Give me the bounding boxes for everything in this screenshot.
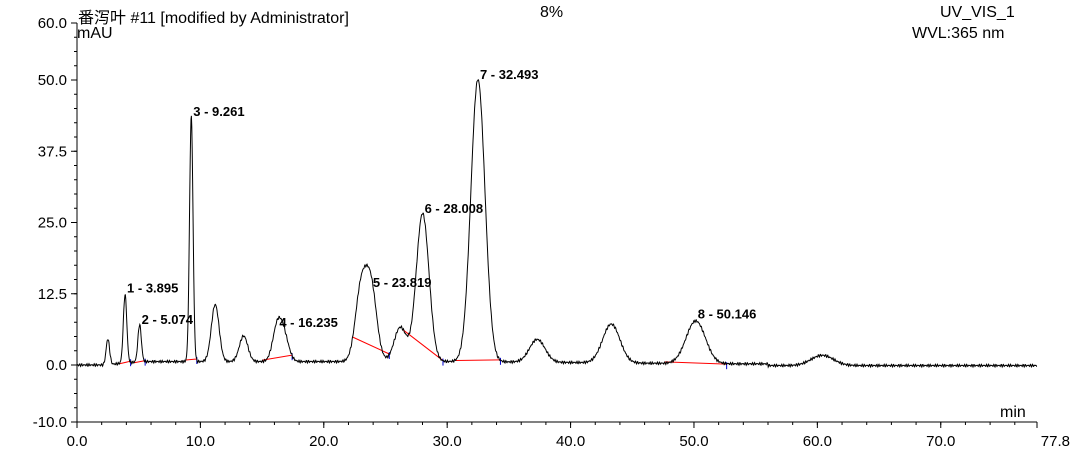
y-tick-label: 12.5 xyxy=(38,286,67,303)
axes: 60.050.037.525.012.50.0-10.00.0 10.0 20.0 3… xyxy=(33,15,1070,450)
x-tick-label: 30.0 xyxy=(433,433,462,450)
peak-labels: 1 - 3.895 2 - 5.074 3 - 9.261 4 - 16.235 5 -… xyxy=(127,67,756,330)
peak-baseline xyxy=(401,328,444,361)
y-tick-label: 25.0 xyxy=(38,215,67,232)
peak-baseline xyxy=(455,359,501,361)
y-tick-label: 50.0 xyxy=(38,72,67,89)
chromatogram-trace xyxy=(76,78,1038,369)
x-tick-label: 10.0 xyxy=(186,433,215,450)
peak-baseline xyxy=(352,336,390,355)
peak-label: 7 - 32.493 xyxy=(480,67,539,82)
y-tick-label: 60.0 xyxy=(38,15,67,32)
peak-baseline xyxy=(185,358,197,361)
peak-label: 1 - 3.895 xyxy=(127,281,178,296)
sample-title: 番泻叶 #11 [modified by Administrator] xyxy=(78,10,349,27)
peak-label: 4 - 16.235 xyxy=(279,315,338,330)
peak-label: 2 - 5.074 xyxy=(142,312,194,327)
x-tick-label: 50.0 xyxy=(679,433,708,450)
x-tick-label: 77.8 xyxy=(1041,433,1070,450)
x-tick-label: 20.0 xyxy=(309,433,338,450)
peak-baseline xyxy=(119,360,131,365)
channel-label: UV_VIS_1 xyxy=(940,4,1015,21)
peak-label: 3 - 9.261 xyxy=(193,104,244,119)
peak-label: 8 - 50.146 xyxy=(698,306,757,321)
wavelength-label: WVL:365 nm xyxy=(912,25,1005,42)
peak-baseline xyxy=(262,354,293,361)
y-axis-unit: mAU xyxy=(77,25,113,42)
y-tick-label: -10.0 xyxy=(33,414,67,431)
peak-baseline xyxy=(133,360,146,364)
x-tick-label: 70.0 xyxy=(926,433,955,450)
x-axis-unit: min xyxy=(1000,404,1026,421)
x-tick-label: 40.0 xyxy=(556,433,585,450)
peak-baseline xyxy=(664,361,727,365)
peak-label: 5 - 23.819 xyxy=(373,275,432,290)
percent-label: 8% xyxy=(540,4,564,21)
y-tick-label: 37.5 xyxy=(38,143,67,160)
peak-label: 6 - 28.008 xyxy=(425,201,484,216)
y-tick-label: 0.0 xyxy=(46,357,67,374)
x-tick-label: 60.0 xyxy=(803,433,832,450)
x-tick-label: 0.0 xyxy=(67,433,88,450)
